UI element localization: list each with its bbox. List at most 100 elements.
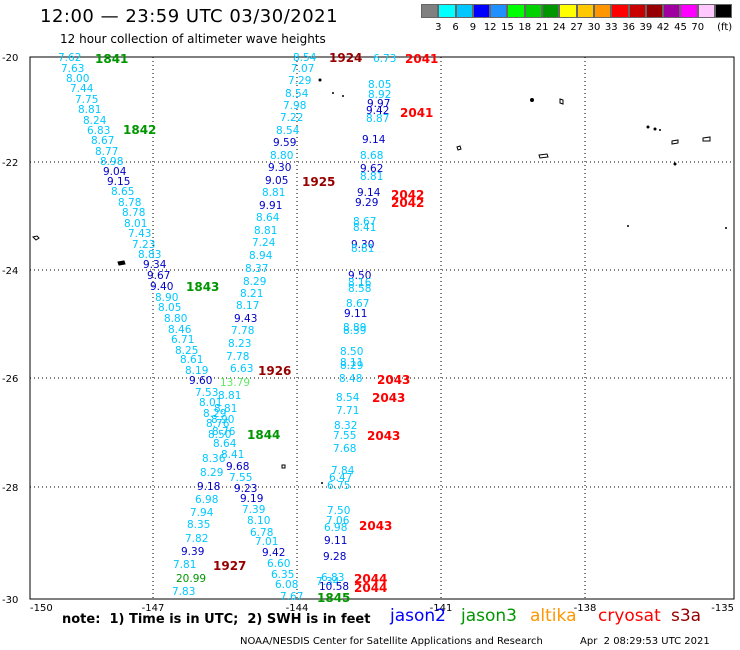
swh-observation: 9.67 <box>147 270 170 282</box>
colorbar-swatch <box>576 4 594 18</box>
credit-line: NOAA/NESDIS Center for Satellite Applica… <box>240 636 543 647</box>
swh-observation: 7.22 <box>280 112 303 124</box>
pass-label: 2043 <box>372 391 405 405</box>
islands <box>32 78 727 484</box>
swh-observation: 9.91 <box>259 200 282 212</box>
pass-label: 1927 <box>213 559 246 573</box>
swh-observation: 6.60 <box>267 558 290 570</box>
longitude-label: -144 <box>286 603 309 614</box>
swh-observation: 6.83 <box>321 572 344 584</box>
swh-observation: 8.78 <box>118 197 141 209</box>
colorbar-swatch <box>507 4 525 18</box>
longitude-label: -135 <box>711 603 734 614</box>
page-title: 12:00 — 23:59 UTC 03/30/2021 <box>40 6 339 27</box>
swh-observation: 7.62 <box>58 52 81 64</box>
swh-observation: 9.50 <box>348 270 371 282</box>
swh-observation: 8.41 <box>353 222 376 234</box>
colorbar-swatch <box>645 4 664 18</box>
island-dot <box>321 482 323 484</box>
swh-observation: 8.81 <box>351 243 374 255</box>
pass-label: 1841 <box>95 52 128 66</box>
island-outline <box>281 464 286 469</box>
swh-observation: 8.37 <box>245 263 268 275</box>
island-dot <box>342 95 344 97</box>
swh-observation: 8.17 <box>236 300 259 312</box>
island-dot <box>673 162 677 166</box>
colorbar-label: 24 <box>553 22 566 33</box>
observations-layer: 7.627.638.007.447.758.818.246.838.678.77… <box>58 52 396 603</box>
colorbar-unit: (ft) <box>717 22 733 33</box>
colorbar-label: 36 <box>622 22 635 33</box>
swh-observation: 7.07 <box>291 63 314 75</box>
swh-observation: 8.05 <box>158 302 181 314</box>
swh-observation: 8.00 <box>66 73 89 85</box>
swh-observation: 6.35 <box>271 569 294 581</box>
pass-label: 2043 <box>367 429 400 443</box>
swh-observation: 8.87 <box>366 113 389 125</box>
swh-observation: 8.10 <box>247 515 270 527</box>
swh-observation: 8.35 <box>187 519 210 531</box>
swh-observation: 7.81 <box>173 559 196 571</box>
colorbar-labels: 3 6 9 12 15 18 21 24 27 30 33 36 39 42 45 70 (ft) <box>421 22 733 36</box>
swh-observation: 8.39 <box>343 325 366 337</box>
swh-observation: 9.30 <box>351 239 374 251</box>
swh-observation: 7.44 <box>70 83 94 95</box>
swh-observation: 8.64 <box>256 212 280 224</box>
swh-observation: 8.29 <box>340 360 363 372</box>
pass-label: 1845 <box>317 591 350 605</box>
swh-observation: 7.94 <box>190 507 214 519</box>
swh-observation: 6.83 <box>87 125 110 137</box>
axis-tick-labels: -150 -147 -144 -141 -138 -135 -20 -22 -24 -26 -28 -… <box>2 53 734 614</box>
colorbar-swatch <box>715 4 733 18</box>
colorbar <box>421 4 733 20</box>
swh-observation: 8.80 <box>164 313 187 325</box>
swh-observation: 7.50 <box>327 505 350 517</box>
island-outline <box>702 136 711 142</box>
island-outline <box>559 98 564 105</box>
island-dot <box>725 227 727 229</box>
timestamp: Apr 2 08:29:53 UTC 2021 <box>580 636 710 647</box>
satellite-legend-jason2: jason2 <box>390 606 446 626</box>
swh-observation: 6.98 <box>195 494 218 506</box>
pass-label: 2042 <box>391 188 424 202</box>
colorbar-swatch <box>524 4 543 18</box>
swh-observation: 9.39 <box>181 546 204 558</box>
footer-note: note: 1) Time is in UTC; 2) SWH is in fe… <box>62 612 371 627</box>
swh-observation: 8.54 <box>293 52 317 64</box>
swh-observation: 9.34 <box>143 259 167 271</box>
pass-label: 2041 <box>405 52 438 66</box>
swh-observation: 8.76 <box>206 418 230 430</box>
pass-label: 1925 <box>302 175 335 189</box>
swh-observation: 7.67 <box>280 591 303 603</box>
swh-observation: 9.42 <box>262 547 285 559</box>
swh-observation: 8.98 <box>100 156 123 168</box>
pass-label: 1842 <box>123 123 156 137</box>
swh-observation: 20.99 <box>176 573 206 585</box>
swh-observation: 7.83 <box>172 586 195 598</box>
colorbar-label: 6 <box>452 22 459 33</box>
latitude-label: -30 <box>2 595 18 606</box>
swh-observation: 7.63 <box>61 63 84 75</box>
swh-observation: 8.81 <box>262 187 285 199</box>
swh-observation: 7.78 <box>226 351 249 363</box>
colorbar-label: 27 <box>570 22 584 33</box>
pass-label: 2043 <box>359 519 392 533</box>
pass-label: 1926 <box>258 364 291 378</box>
swh-observation: 8.54 <box>276 125 300 137</box>
swh-observation: 13.79 <box>220 377 250 389</box>
swh-observation: 6.98 <box>324 522 347 534</box>
swh-observation: 6.08 <box>275 579 298 591</box>
colorbar-label: 70 <box>691 22 705 33</box>
colorbar-swatch <box>611 4 629 18</box>
swh-observation: 8.29 <box>203 408 226 420</box>
swh-observation: 7.23 <box>132 239 155 251</box>
island-outline <box>456 145 462 151</box>
colorbar-swatch <box>490 4 508 18</box>
swh-observation: 9.28 <box>323 551 346 563</box>
swh-observation: 9.29 <box>355 197 378 209</box>
island-dot <box>332 92 334 94</box>
swh-observation: 9.59 <box>273 137 296 149</box>
pass-label: 1924 <box>329 51 362 65</box>
swh-observation: 8.48 <box>339 373 362 385</box>
